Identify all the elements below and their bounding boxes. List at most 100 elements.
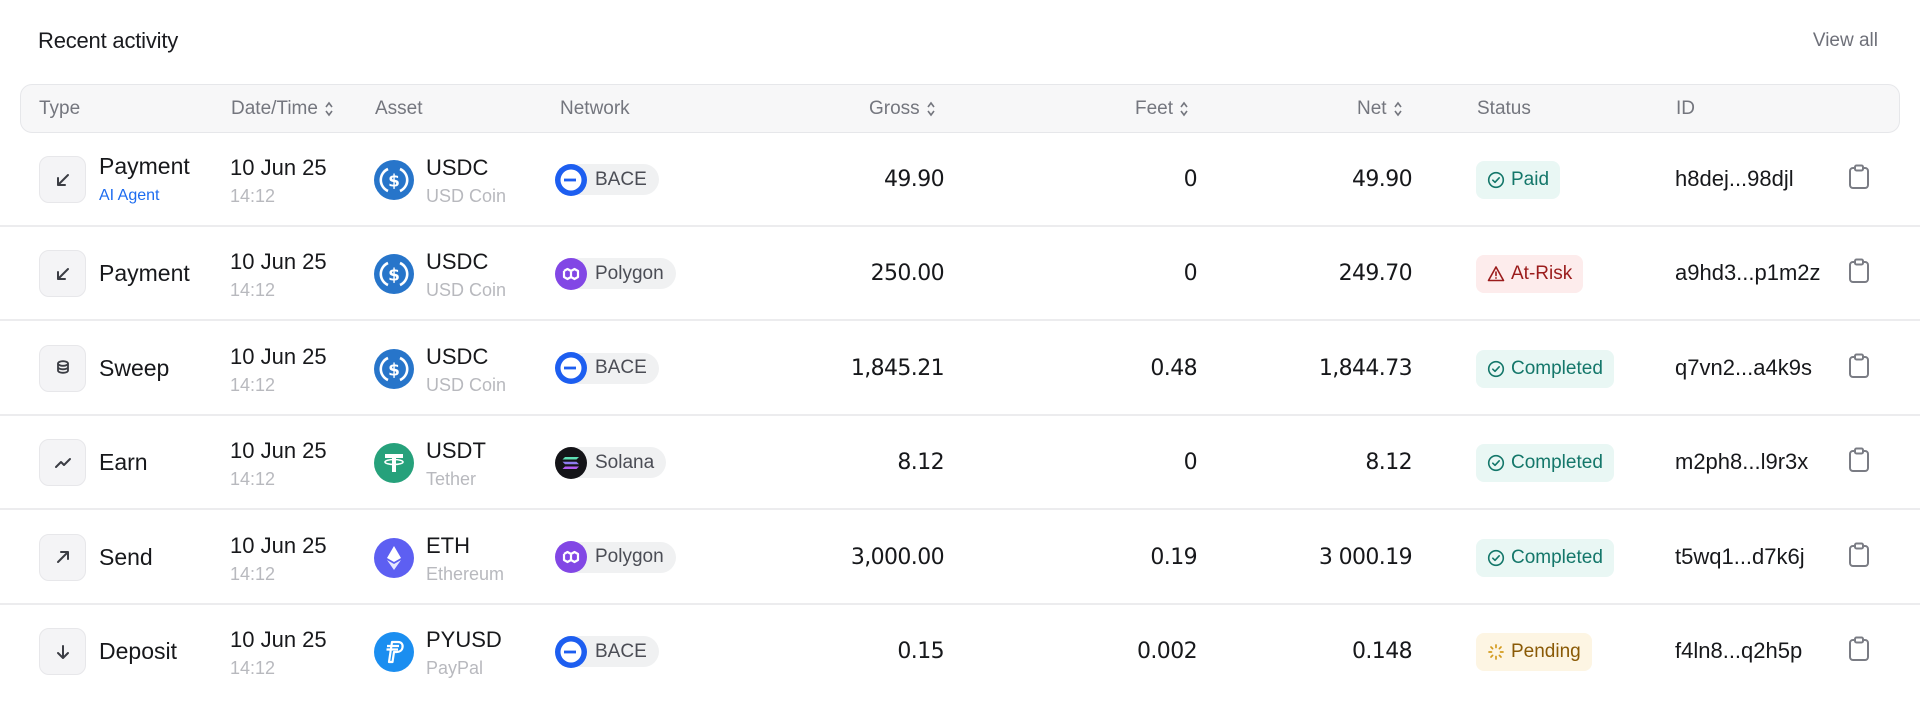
net-amount: 3 000.19 xyxy=(1318,544,1413,570)
date: 10 Jun 25 xyxy=(230,627,327,652)
network-badge: Polygon xyxy=(555,541,676,574)
clipboard-icon[interactable] xyxy=(1848,636,1870,662)
network-label: Polygon xyxy=(595,546,664,568)
network-badge: BACE xyxy=(555,635,659,668)
loader-icon xyxy=(1487,643,1505,661)
fee-amount: 0.002 xyxy=(1137,639,1198,664)
solana-icon xyxy=(555,446,587,479)
asset-symbol: USDC xyxy=(426,155,489,180)
type-sublabel: AI Agent xyxy=(99,187,160,204)
status-label: Completed xyxy=(1511,546,1603,568)
clipboard-icon[interactable] xyxy=(1848,542,1870,568)
check-circle-icon xyxy=(1487,360,1505,378)
status-badge: Completed xyxy=(1476,538,1614,577)
gross-amount: 49.90 xyxy=(884,167,945,192)
column-header-id: ID xyxy=(1676,98,1695,120)
status-badge: Paid xyxy=(1476,161,1561,199)
sort-icon[interactable] xyxy=(1179,100,1189,118)
type-label: Earn xyxy=(99,449,148,476)
usdc-icon: $ xyxy=(374,348,414,389)
net-amount: 249.70 xyxy=(1338,261,1413,287)
time: 14:12 xyxy=(230,563,276,584)
page-title: Recent activity xyxy=(38,28,179,53)
column-header-gross[interactable]: Gross xyxy=(869,98,936,120)
time: 14:12 xyxy=(230,374,276,395)
clipboard-icon[interactable] xyxy=(1848,447,1870,473)
type-label: Deposit xyxy=(99,638,177,664)
fee-amount: 0.19 xyxy=(1150,544,1197,570)
column-label: Network xyxy=(560,98,630,119)
type-label: Sweep xyxy=(99,354,170,381)
date: 10 Jun 25 xyxy=(230,343,327,369)
transaction-id: h8dej...98djl xyxy=(1675,166,1794,191)
sort-icon[interactable] xyxy=(324,100,334,118)
network-badge: Solana xyxy=(555,446,667,479)
column-label: Net xyxy=(1357,98,1387,119)
column-header-datetime[interactable]: Date/Time xyxy=(231,98,334,120)
status-badge: Completed xyxy=(1476,444,1614,483)
svg-text:$: $ xyxy=(388,172,400,192)
view-all-link[interactable]: View all xyxy=(1812,30,1878,51)
status-badge: At-Risk xyxy=(1476,255,1584,294)
column-header-fee[interactable]: Feet xyxy=(1135,98,1189,120)
time: 14:12 xyxy=(230,280,276,301)
sort-icon[interactable] xyxy=(926,100,936,118)
base-icon xyxy=(555,635,587,668)
type-icon-box xyxy=(39,250,86,298)
fee-amount: 0.48 xyxy=(1150,355,1197,381)
asset-name: USD Coin xyxy=(426,186,507,206)
asset-symbol: USDT xyxy=(426,438,486,464)
asset-symbol: USDC xyxy=(426,343,489,369)
fee-amount: 0 xyxy=(1183,167,1198,192)
date: 10 Jun 25 xyxy=(230,532,327,558)
clipboard-icon[interactable] xyxy=(1848,353,1870,379)
time: 14:12 xyxy=(230,469,276,490)
net-amount: 49.90 xyxy=(1352,167,1413,192)
column-label: Type xyxy=(39,98,81,119)
coins-stack-icon xyxy=(56,360,69,374)
usdc-icon: $ xyxy=(374,160,414,200)
column-label: Status xyxy=(1477,98,1531,119)
date: 10 Jun 25 xyxy=(230,438,327,464)
column-label: ID xyxy=(1676,98,1695,119)
status-label: At-Risk xyxy=(1511,263,1573,285)
table-row[interactable]: Earn 10 Jun 25 14:12 USDT Tether Solana … xyxy=(0,416,1920,511)
column-label: Feet xyxy=(1135,98,1174,119)
tether-icon xyxy=(374,443,414,484)
asset-name: Tether xyxy=(426,469,477,490)
date: 10 Jun 25 xyxy=(230,249,327,275)
sort-icon[interactable] xyxy=(1393,100,1403,118)
gross-amount: 3,000.00 xyxy=(850,544,945,570)
column-label: Gross xyxy=(869,98,920,119)
asset-name: USD Coin xyxy=(426,374,507,395)
table-header: Type Date/Time Asset Network Gross Feet … xyxy=(20,84,1900,133)
table-row[interactable]: Sweep 10 Jun 25 14:12 $ USDC USD Coin BA… xyxy=(0,322,1920,416)
column-header-net[interactable]: Net xyxy=(1357,98,1403,120)
base-icon xyxy=(555,352,587,385)
time: 14:12 xyxy=(230,658,276,678)
transaction-id: a9hd3...p1m2z xyxy=(1675,260,1821,286)
network-label: BACE xyxy=(595,168,647,190)
clipboard-icon[interactable] xyxy=(1848,164,1870,190)
transaction-id: t5wq1...d7k6j xyxy=(1675,543,1805,569)
network-label: Solana xyxy=(595,451,655,473)
table-row[interactable]: Send 10 Jun 25 14:12 ETH Ethereum Polygo… xyxy=(0,511,1920,605)
table-row[interactable]: Deposit 10 Jun 25 14:12 PYUSD PayPal BAC… xyxy=(0,605,1920,699)
transaction-id: q7vn2...a4k9s xyxy=(1675,354,1812,380)
check-circle-icon xyxy=(1487,454,1505,472)
status-label: Pending xyxy=(1511,641,1581,662)
gross-amount: 1,845.21 xyxy=(850,355,945,381)
fee-amount: 0 xyxy=(1183,450,1198,476)
gross-amount: 8.12 xyxy=(897,450,944,476)
arrow-down-left-icon xyxy=(56,267,69,280)
network-badge: BACE xyxy=(555,352,659,385)
gross-amount: 250.00 xyxy=(870,261,945,287)
arrow-down-left-icon xyxy=(56,173,69,186)
table-row[interactable]: Payment 10 Jun 25 14:12 $ USDC USD Coin … xyxy=(0,227,1920,322)
check-circle-icon xyxy=(1487,549,1505,567)
table-row[interactable]: Payment AI Agent 10 Jun 25 14:12 $ USDC … xyxy=(0,133,1920,227)
status-label: Paid xyxy=(1511,169,1550,190)
column-header-network: Network xyxy=(560,98,630,120)
transaction-id: m2ph8...l9r3x xyxy=(1675,449,1809,475)
clipboard-icon[interactable] xyxy=(1848,258,1870,284)
